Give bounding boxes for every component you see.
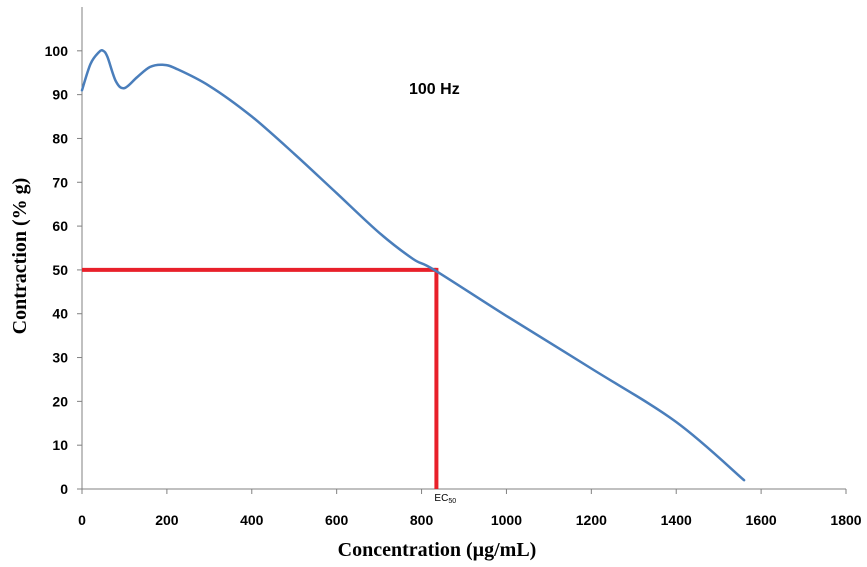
x-tick-label: 400 <box>240 512 264 528</box>
x-tick-label: 800 <box>410 512 434 528</box>
y-tick-label: 10 <box>52 437 68 453</box>
y-tick-label: 30 <box>52 350 68 366</box>
x-axis-title: Concentration (µg/mL) <box>338 539 537 561</box>
ec50-label: EC50 <box>434 493 456 505</box>
annotation-frequency: 100 Hz <box>409 81 460 98</box>
y-tick-label: 90 <box>52 87 68 103</box>
x-tick-label: 1800 <box>830 512 861 528</box>
ec50-label-sub: 50 <box>448 498 456 505</box>
y-tick-label: 0 <box>60 481 68 497</box>
y-ticks: 0 10 20 30 40 50 60 70 80 90 100 <box>45 43 82 497</box>
x-tick-label: 0 <box>78 512 86 528</box>
y-tick-label: 100 <box>45 43 69 59</box>
y-tick-label: 70 <box>52 174 68 190</box>
series-line <box>80 49 746 482</box>
x-tick-label: 1600 <box>746 512 777 528</box>
ec50-label-main: EC <box>434 493 448 504</box>
series-group <box>80 49 746 482</box>
y-tick-label: 20 <box>52 393 68 409</box>
reference-lines <box>82 267 439 489</box>
x-ticks: 0 200 400 600 800 1000 1200 1400 1600 1800 <box>78 489 862 528</box>
x-tick-label: 1200 <box>576 512 607 528</box>
x-tick-label: 1000 <box>491 512 522 528</box>
y-tick-label: 40 <box>52 306 68 322</box>
y-tick-label: 60 <box>52 218 68 234</box>
y-tick-label: 80 <box>52 130 68 146</box>
y-axis-title: Contraction (% g) <box>9 178 31 335</box>
x-tick-label: 600 <box>325 512 349 528</box>
x-tick-label: 1400 <box>661 512 692 528</box>
y-tick-label: 50 <box>52 262 68 278</box>
x-tick-label: 200 <box>155 512 179 528</box>
